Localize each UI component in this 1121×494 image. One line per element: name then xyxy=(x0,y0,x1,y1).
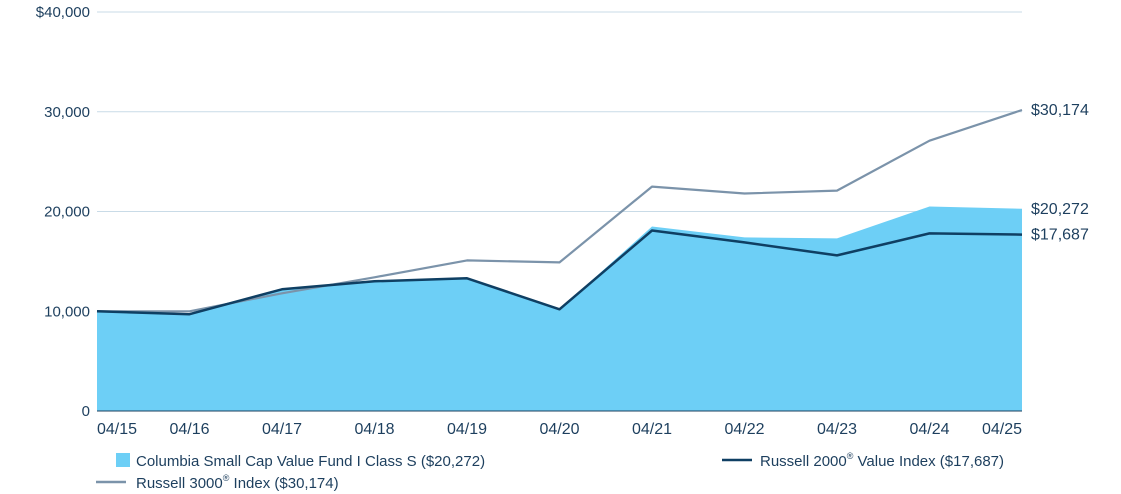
legend-label-russell-3000: Russell 3000® Index ($30,174) xyxy=(136,473,339,492)
legend-item-russell-3000: Russell 3000® Index ($30,174) xyxy=(96,473,339,492)
legend-item-russell-2000-value: Russell 2000® Value Index ($17,687) xyxy=(722,451,1004,470)
area-series-layer xyxy=(97,206,1022,411)
legend-label-russell-2000-value: Russell 2000® Value Index ($17,687) xyxy=(760,451,1004,470)
line-series-layer xyxy=(96,108,1023,316)
registered-mark: ® xyxy=(223,473,230,483)
legend-label-russell-2000-main: Russell 2000 xyxy=(760,453,847,470)
x-tick-label: 04/16 xyxy=(169,421,209,438)
registered-mark: ® xyxy=(847,451,854,461)
series-line-russell-3000 xyxy=(97,108,1023,313)
y-tick-label: 30,000 xyxy=(44,104,90,121)
legend-label-russell-2000-rest: Value Index ($17,687) xyxy=(853,453,1004,470)
x-tick-label: 04/20 xyxy=(539,421,579,438)
x-tick-label: 04/22 xyxy=(724,421,764,438)
end-value-label: $30,174 xyxy=(1031,102,1089,119)
y-tick-label: 0 xyxy=(82,403,90,420)
legend-label-russell-3000-main: Russell 3000 xyxy=(136,475,223,492)
legend-label-fund: Columbia Small Cap Value Fund I Class S … xyxy=(136,453,485,470)
end-value-label: $20,272 xyxy=(1031,201,1089,218)
series-area-fund xyxy=(97,206,1022,411)
y-tick-label: $40,000 xyxy=(36,4,90,21)
x-tick-label: 04/19 xyxy=(447,421,487,438)
x-tick-label: 04/18 xyxy=(354,421,394,438)
series-line-russell-2000-value xyxy=(96,229,1023,316)
x-tick-label: 04/17 xyxy=(262,421,302,438)
legend-item-fund: Columbia Small Cap Value Fund I Class S … xyxy=(116,453,485,470)
legend: Columbia Small Cap Value Fund I Class S … xyxy=(96,451,1004,492)
x-tick-label: 04/25 xyxy=(982,421,1022,438)
x-tick-label: 04/23 xyxy=(817,421,857,438)
x-tick-label: 04/24 xyxy=(909,421,949,438)
y-axis: 0 10,000 20,000 30,000 $40,000 xyxy=(36,4,90,420)
legend-label-russell-3000-rest: Index ($30,174) xyxy=(229,475,338,492)
legend-swatch-fund xyxy=(116,453,130,467)
y-tick-label: 20,000 xyxy=(44,204,90,221)
end-value-labels: $20,272 $17,687 $30,174 xyxy=(1031,102,1089,244)
end-value-label: $17,687 xyxy=(1031,227,1089,244)
x-tick-label: 04/15 xyxy=(97,421,137,438)
x-axis: 04/15 04/16 04/17 04/18 04/19 04/20 04/21 04/22… xyxy=(97,410,1022,438)
y-tick-label: 10,000 xyxy=(44,303,90,320)
x-tick-label: 04/21 xyxy=(632,421,672,438)
